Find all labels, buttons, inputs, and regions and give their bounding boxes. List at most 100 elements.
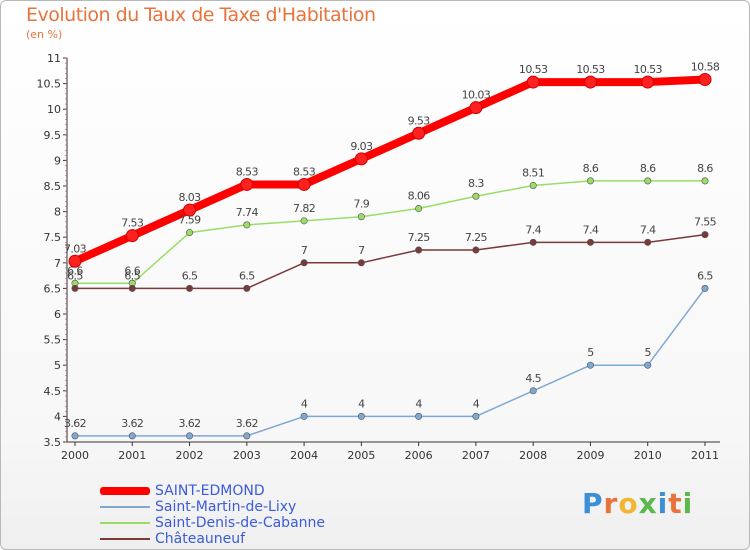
data-point-ch-teauneuf xyxy=(128,284,136,292)
data-point-saint-edmond xyxy=(641,75,655,89)
series-line-saint-denis-de-cabanne xyxy=(74,180,706,285)
logo-letter: o xyxy=(618,487,639,520)
data-label-saint-edmond: 8.03 xyxy=(178,191,201,204)
legend-label: SAINT-EDMOND xyxy=(155,483,265,499)
data-label-saint-edmond: 10.58 xyxy=(691,61,720,74)
data-point-saint-martin-de-lixy xyxy=(128,432,136,440)
data-label-ch-teauneuf: 6.5 xyxy=(67,269,83,282)
data-point-saint-denis-de-cabanne xyxy=(472,192,480,200)
y-tick-label: 9.5 xyxy=(44,129,62,142)
data-label-ch-teauneuf: 7.55 xyxy=(694,216,717,229)
y-tick-label: 4.5 xyxy=(44,385,62,398)
data-point-saint-martin-de-lixy xyxy=(644,361,652,369)
x-tick-label: 2007 xyxy=(462,449,490,462)
data-point-saint-edmond xyxy=(698,73,712,87)
legend-swatch-saint-denis xyxy=(100,522,150,524)
data-point-saint-martin-de-lixy xyxy=(357,412,365,420)
legend-label: Châteauneuf xyxy=(155,531,246,547)
data-label-saint-denis-de-cabanne: 8.51 xyxy=(522,166,544,179)
data-point-saint-edmond xyxy=(125,229,139,243)
data-label-saint-martin-de-lixy: 6.5 xyxy=(697,269,713,282)
legend-label: Saint-Denis-de-Cabanne xyxy=(155,515,326,531)
data-point-saint-martin-de-lixy xyxy=(71,432,79,440)
data-label-saint-edmond: 10.03 xyxy=(462,89,491,102)
y-tick-label: 10.5 xyxy=(37,78,62,91)
data-label-saint-denis-de-cabanne: 8.6 xyxy=(697,162,713,175)
data-label-ch-teauneuf: 7 xyxy=(301,244,308,257)
data-label-saint-martin-de-lixy: 4 xyxy=(301,397,308,410)
data-label-saint-martin-de-lixy: 4 xyxy=(473,397,480,410)
data-label-ch-teauneuf: 6.5 xyxy=(182,269,198,282)
data-point-saint-denis-de-cabanne xyxy=(701,177,709,185)
x-tick-label: 2005 xyxy=(347,449,375,462)
data-label-saint-edmond: 10.53 xyxy=(576,63,605,76)
data-label-ch-teauneuf: 7.25 xyxy=(408,231,431,244)
y-tick-label: 3.5 xyxy=(44,436,62,449)
data-label-saint-denis-de-cabanne: 7.74 xyxy=(236,206,259,219)
data-label-saint-denis-de-cabanne: 8.06 xyxy=(408,190,431,203)
data-point-saint-denis-de-cabanne xyxy=(243,221,251,229)
data-label-saint-martin-de-lixy: 3.62 xyxy=(236,417,258,430)
data-point-saint-denis-de-cabanne xyxy=(415,205,423,213)
data-point-ch-teauneuf xyxy=(300,259,308,267)
data-point-saint-edmond xyxy=(583,75,597,89)
data-label-saint-martin-de-lixy: 5 xyxy=(645,346,652,359)
x-tick-label: 2003 xyxy=(233,449,261,462)
x-tick-label: 2011 xyxy=(691,449,719,462)
data-label-ch-teauneuf: 7.4 xyxy=(583,223,599,236)
data-point-saint-denis-de-cabanne xyxy=(586,177,594,185)
data-label-saint-edmond: 10.53 xyxy=(519,63,548,76)
y-tick-label: 6 xyxy=(54,308,61,321)
data-point-saint-edmond xyxy=(240,177,254,191)
data-label-saint-denis-de-cabanne: 8.3 xyxy=(468,177,484,190)
data-label-saint-martin-de-lixy: 3.62 xyxy=(178,417,200,430)
data-point-saint-edmond xyxy=(297,177,311,191)
y-tick-label: 4 xyxy=(54,410,61,423)
x-tick-label: 2001 xyxy=(118,449,146,462)
data-point-saint-denis-de-cabanne xyxy=(529,181,537,189)
y-tick-label: 7 xyxy=(54,257,61,270)
data-label-saint-martin-de-lixy: 3.62 xyxy=(64,417,86,430)
data-point-saint-edmond xyxy=(68,254,82,268)
data-point-saint-edmond xyxy=(412,126,426,140)
data-label-ch-teauneuf: 6.5 xyxy=(124,269,140,282)
x-tick-label: 2006 xyxy=(405,449,433,462)
x-tick-label: 2009 xyxy=(576,449,604,462)
data-label-ch-teauneuf: 7.4 xyxy=(640,223,656,236)
y-tick-label: 11 xyxy=(47,52,61,65)
proxiti-logo: Proxiti xyxy=(582,487,693,520)
x-tick-label: 2004 xyxy=(290,449,318,462)
data-label-saint-denis-de-cabanne: 7.59 xyxy=(178,214,201,227)
x-tick-label: 2002 xyxy=(176,449,204,462)
data-label-ch-teauneuf: 7.4 xyxy=(525,223,541,236)
data-label-saint-edmond: 8.53 xyxy=(236,165,259,178)
x-tick-label: 2000 xyxy=(61,449,89,462)
y-tick-label: 9 xyxy=(54,154,61,167)
chart-title: Evolution du Taux de Taxe d'Habitation xyxy=(26,4,376,26)
data-label-saint-martin-de-lixy: 3.62 xyxy=(121,417,143,430)
data-point-ch-teauneuf xyxy=(701,231,709,239)
legend-label: Saint-Martin-de-Lixy xyxy=(155,499,297,515)
data-label-saint-edmond: 10.53 xyxy=(633,63,662,76)
data-point-ch-teauneuf xyxy=(472,246,480,254)
data-point-saint-edmond xyxy=(526,75,540,89)
data-point-saint-edmond xyxy=(469,101,483,115)
data-point-ch-teauneuf xyxy=(243,284,251,292)
data-point-ch-teauneuf xyxy=(357,259,365,267)
data-point-saint-martin-de-lixy xyxy=(529,387,537,395)
data-point-saint-martin-de-lixy xyxy=(586,361,594,369)
x-tick-label: 2008 xyxy=(519,449,547,462)
data-label-ch-teauneuf: 7 xyxy=(358,244,365,257)
y-tick-label: 6.5 xyxy=(44,282,62,295)
data-label-saint-martin-de-lixy: 4 xyxy=(358,397,365,410)
data-label-saint-edmond: 8.53 xyxy=(293,165,316,178)
data-point-saint-edmond xyxy=(354,152,368,166)
data-label-saint-edmond: 9.53 xyxy=(408,114,431,127)
data-point-saint-martin-de-lixy xyxy=(186,432,194,440)
data-label-ch-teauneuf: 7.25 xyxy=(465,231,488,244)
x-tick-label: 2010 xyxy=(634,449,662,462)
data-point-saint-denis-de-cabanne xyxy=(644,177,652,185)
data-label-saint-denis-de-cabanne: 6.6 xyxy=(124,264,140,277)
legend-swatch-saint-edmond xyxy=(100,487,150,495)
